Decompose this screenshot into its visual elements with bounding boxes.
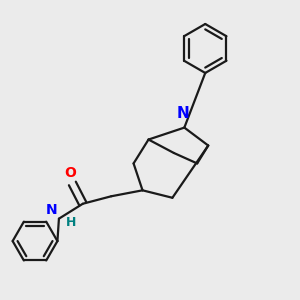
Text: N: N (46, 203, 57, 217)
Text: O: O (64, 167, 76, 181)
Text: N: N (176, 106, 189, 121)
Text: H: H (65, 216, 76, 229)
